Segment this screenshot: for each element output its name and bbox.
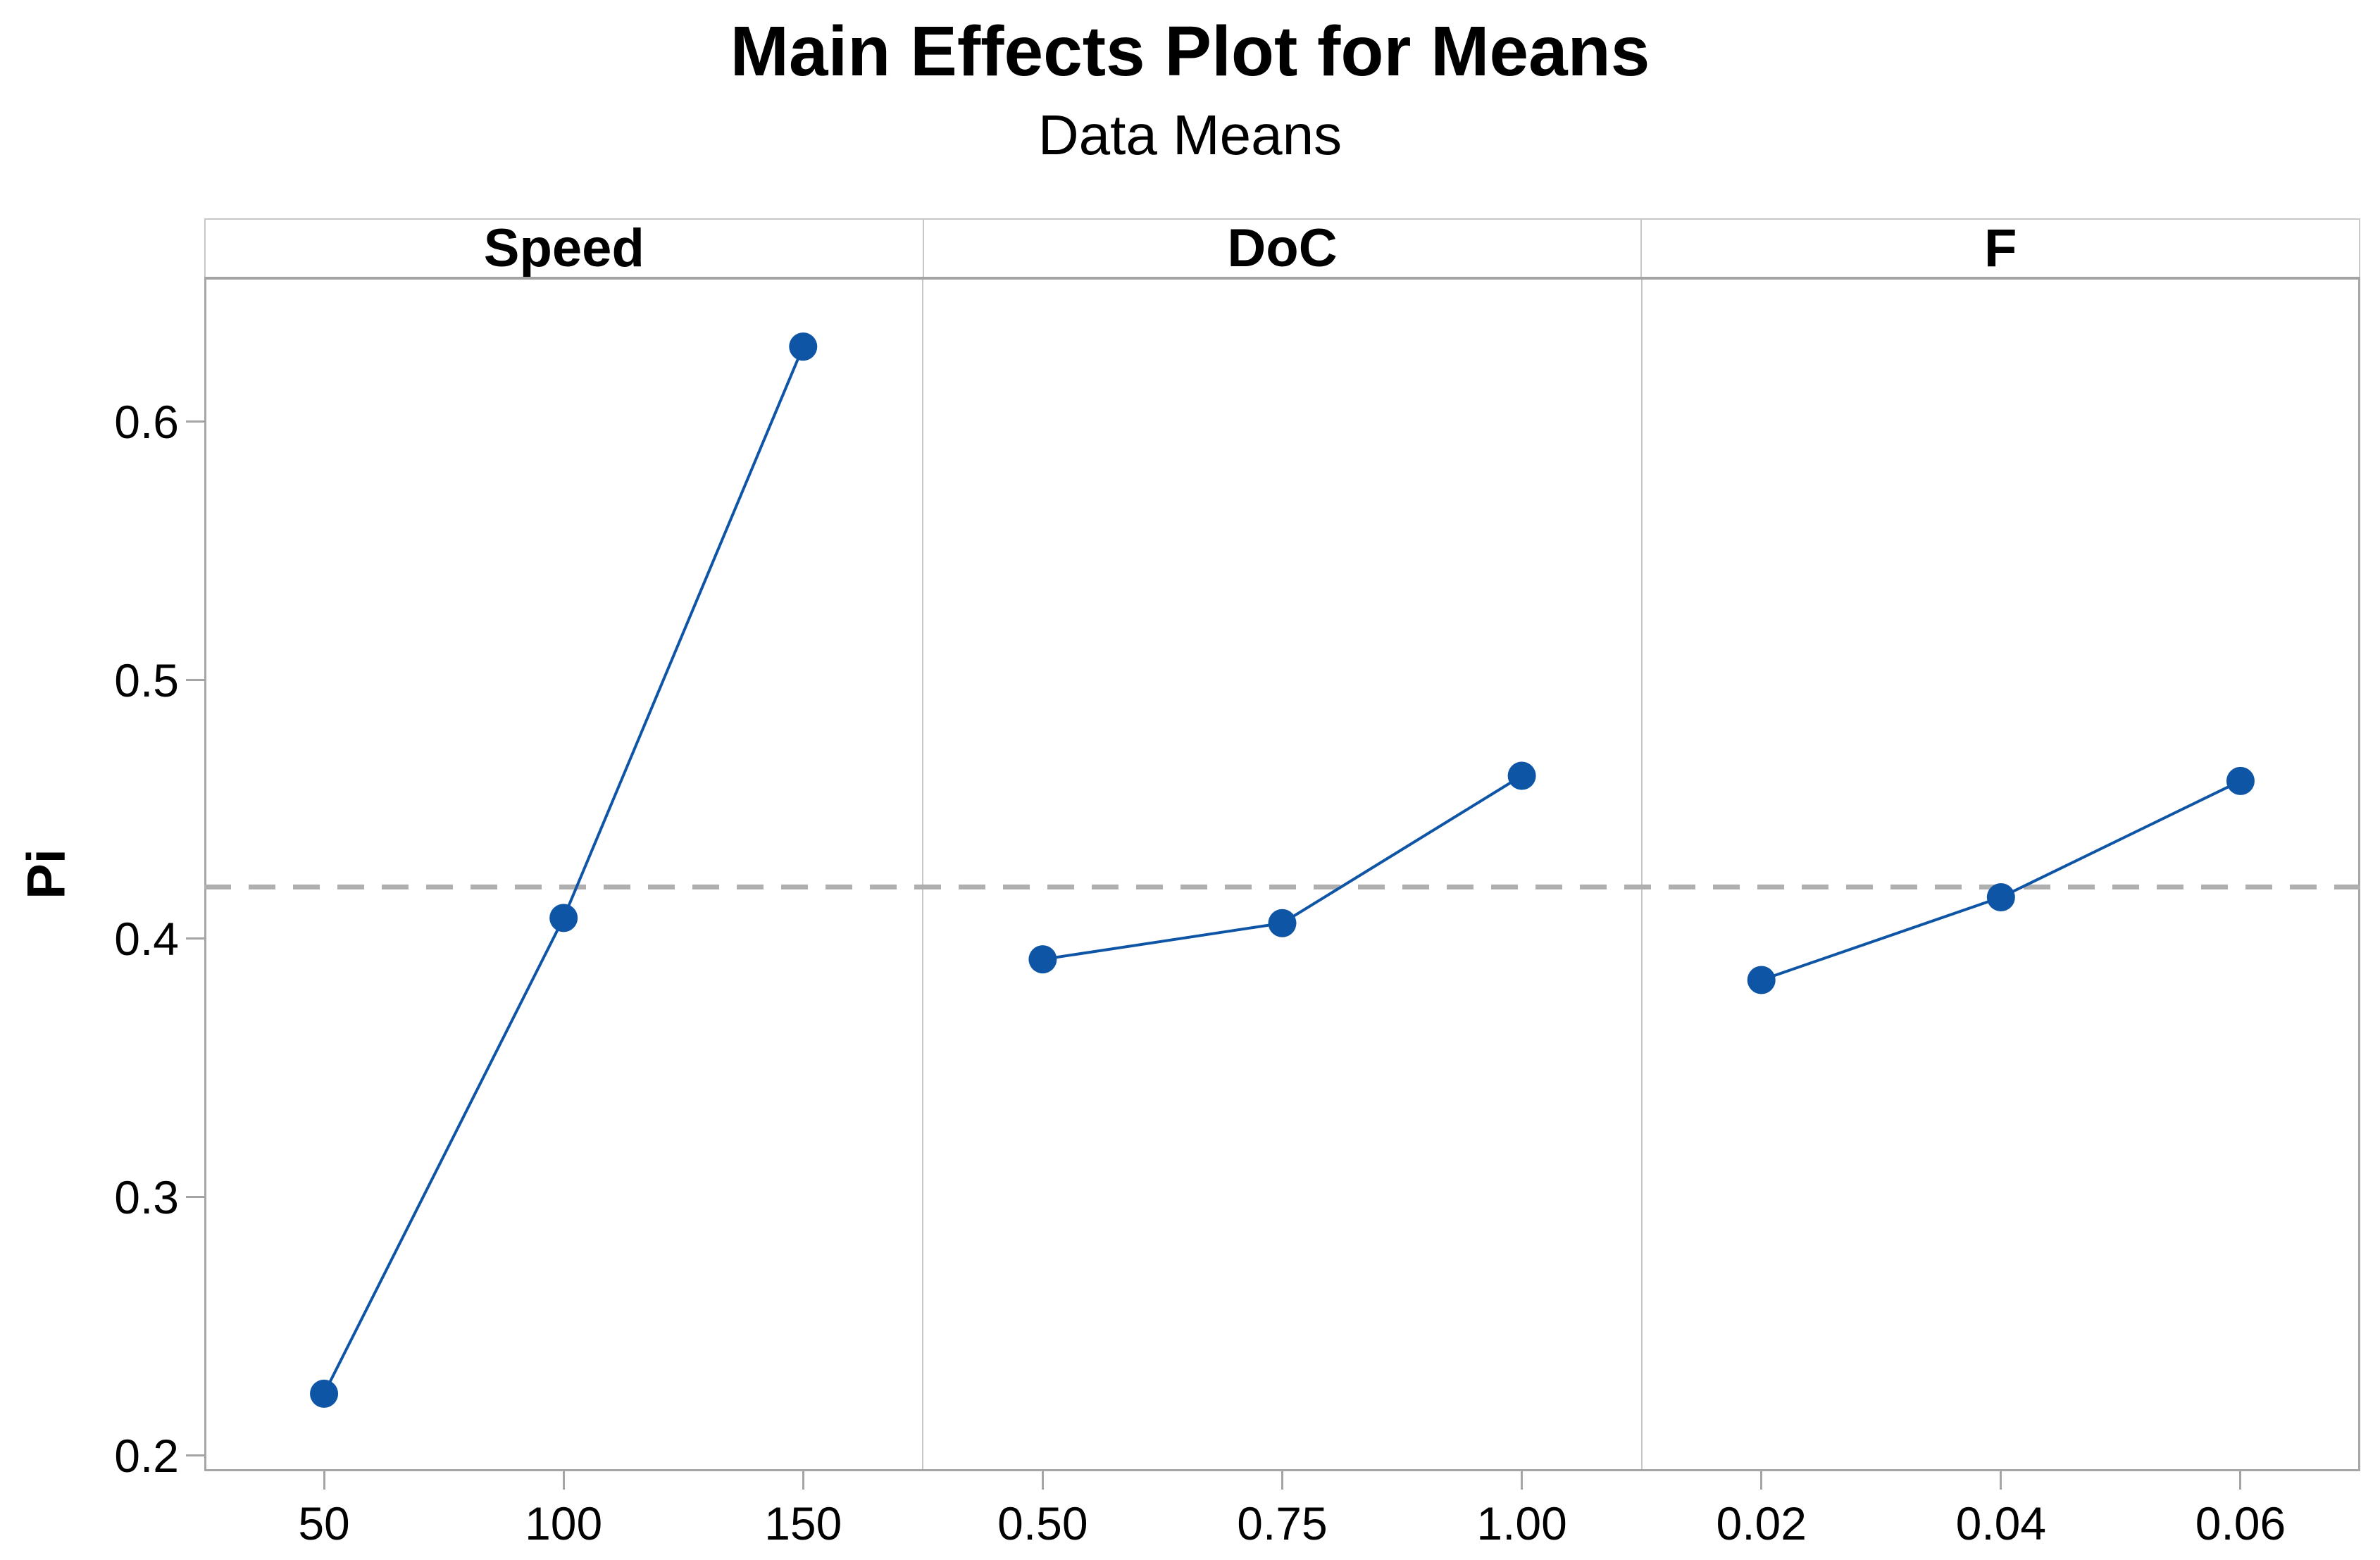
x-tick-label-0.04: 0.04 xyxy=(1955,1497,2047,1549)
y-tick-label-0.5: 0.5 xyxy=(114,654,179,706)
panel-header-doc: DoC xyxy=(922,218,1641,278)
x-tick-100 xyxy=(562,1471,565,1490)
data-point-doc-0.50 xyxy=(1028,945,1057,974)
y-tick-label-0.2: 0.2 xyxy=(114,1429,179,1482)
x-tick-0.02 xyxy=(1760,1471,1763,1490)
y-tick-0.4 xyxy=(186,937,204,940)
x-tick-0.04 xyxy=(2000,1471,2002,1490)
y-tick-0.5 xyxy=(186,679,204,682)
x-tick-0.75 xyxy=(1281,1471,1283,1490)
panel-divider xyxy=(922,280,923,1469)
data-point-f-0.04 xyxy=(1986,883,2015,912)
data-point-speed-150 xyxy=(789,332,818,361)
x-tick-label-100: 100 xyxy=(525,1497,603,1549)
panel-header-f: F xyxy=(1640,218,2359,278)
chart-title: Main Effects Plot for Means xyxy=(730,12,1650,91)
x-tick-label-0.75: 0.75 xyxy=(1237,1497,1328,1549)
y-tick-label-0.3: 0.3 xyxy=(114,1171,179,1223)
panel-header-speed: Speed xyxy=(483,218,644,278)
data-point-f-0.06 xyxy=(2226,766,2255,795)
y-tick-label-0.6: 0.6 xyxy=(114,395,179,448)
x-tick-label-150: 150 xyxy=(764,1497,842,1549)
chart-subtitle: Data Means xyxy=(1038,104,1342,166)
panel-header-row: Speed DoC F xyxy=(204,218,2360,278)
y-tick-label-0.4: 0.4 xyxy=(114,912,179,965)
x-tick-0.06 xyxy=(2239,1471,2242,1490)
series-line-f xyxy=(1761,780,2241,982)
y-tick-0.6 xyxy=(186,420,204,423)
x-tick-label-50: 50 xyxy=(298,1497,350,1549)
x-tick-50 xyxy=(323,1471,325,1490)
x-tick-1.00 xyxy=(1521,1471,1524,1490)
panel-divider xyxy=(1641,280,1643,1469)
x-tick-label-1.00: 1.00 xyxy=(1476,1497,1567,1549)
y-axis-label: Pi xyxy=(16,849,77,899)
y-tick-0.2 xyxy=(186,1454,204,1457)
x-tick-150 xyxy=(802,1471,804,1490)
chart-canvas xyxy=(204,332,2360,1408)
y-tick-0.3 xyxy=(186,1196,204,1199)
data-point-speed-50 xyxy=(310,1379,339,1408)
data-point-f-0.02 xyxy=(1747,966,1776,994)
x-tick-label-0.06: 0.06 xyxy=(2195,1497,2286,1549)
x-tick-label-0.02: 0.02 xyxy=(1716,1497,1807,1549)
data-point-speed-100 xyxy=(549,904,578,932)
x-tick-label-0.50: 0.50 xyxy=(997,1497,1088,1549)
plot-area xyxy=(204,277,2360,1471)
data-point-doc-1.00 xyxy=(1507,761,1536,790)
series-line-speed xyxy=(323,346,805,1394)
data-point-doc-0.75 xyxy=(1268,909,1297,937)
x-tick-0.50 xyxy=(1041,1471,1044,1490)
